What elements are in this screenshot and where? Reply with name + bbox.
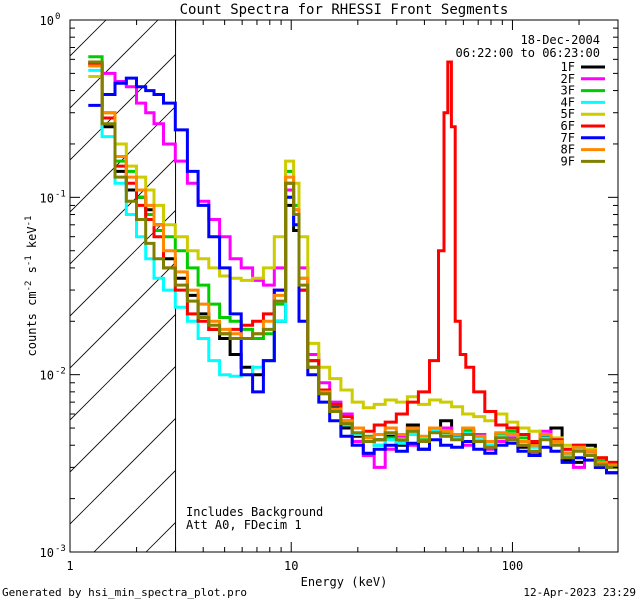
legend-label-3f: 3F (561, 84, 575, 98)
background-note: Includes Background (186, 505, 323, 519)
timestamp-footer: 12-Apr-2023 23:29 (523, 586, 636, 599)
series-line-9f (88, 60, 618, 469)
hatch-line (70, 53, 176, 161)
y-tick-label-exponent: -2 (55, 367, 66, 377)
hatch-line (70, 261, 176, 369)
series-line-3f (88, 55, 618, 467)
hatch-line (70, 105, 176, 213)
legend-label-9f: 9F (561, 154, 575, 168)
legend-label-2f: 2F (561, 72, 575, 86)
series-line-8f (88, 64, 618, 467)
x-tick-label: 10 (284, 559, 298, 573)
x-tick-label: 100 (502, 559, 524, 573)
legend-label-7f: 7F (561, 131, 575, 145)
y-tick-label-exponent: -3 (55, 544, 66, 554)
series-line-1f (88, 63, 618, 475)
hatch-line (406, 20, 640, 552)
hatch-line (70, 209, 176, 317)
time-range-annotation: 06:22:00 to 06:23:00 (456, 46, 601, 60)
legend-label-4f: 4F (561, 95, 575, 109)
legend-label-5f: 5F (561, 107, 575, 121)
date-annotation: 18-Dec-2004 (521, 33, 600, 47)
legend-label-6f: 6F (561, 119, 575, 133)
hatch-line (70, 365, 176, 473)
series-layer (88, 55, 618, 475)
hatch-line (70, 417, 176, 525)
x-tick-label-1: 1 (66, 559, 73, 573)
chart-title: Count Spectra for RHESSI Front Segments (180, 2, 509, 18)
hatch-lines (0, 20, 640, 552)
plot-frame (69, 19, 619, 553)
hatched-region (0, 20, 640, 552)
generated-by-footer: Generated by hsi_min_spectra_plot.pro (2, 586, 247, 599)
y-axis-label: counts cm-2 s-1 keV-1 (24, 216, 39, 357)
hatch-line (302, 20, 640, 552)
y-tick-label-exponent: -1 (55, 189, 66, 199)
y-tick-label: 10 (40, 14, 54, 28)
series-line-5f (88, 75, 618, 464)
x-axis-label: Energy (keV) (301, 575, 388, 589)
legend-label-1f: 1F (561, 60, 575, 74)
y-tick-label: 10 (40, 191, 54, 205)
y-tick-label: 10 (40, 369, 54, 383)
y-tick-label: 10 (40, 546, 54, 560)
hatch-line (70, 20, 107, 57)
series-line-2f (88, 60, 618, 469)
legend-label-8f: 8F (561, 143, 575, 157)
attenuator-note: Att A0, FDecim 1 (186, 518, 302, 532)
hatch-line (354, 20, 640, 552)
hatch-line (0, 20, 2, 552)
series-line-7f (88, 76, 618, 475)
y-tick-label-exponent: 0 (55, 12, 60, 22)
hatch-line (510, 20, 640, 552)
